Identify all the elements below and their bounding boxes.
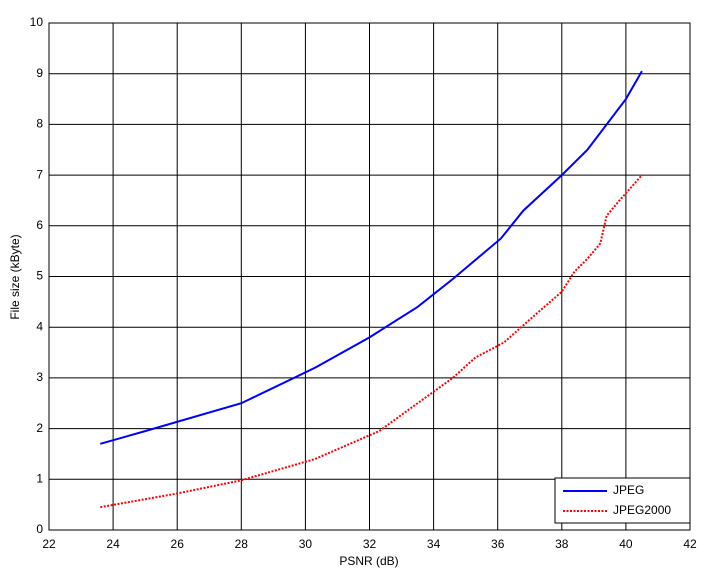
y-tick-label: 4: [36, 319, 43, 333]
x-tick-label: 40: [619, 537, 633, 551]
x-tick-label: 26: [171, 537, 185, 551]
y-tick-label: 3: [36, 370, 43, 384]
x-tick-label: 24: [106, 537, 120, 551]
x-tick-label: 28: [235, 537, 249, 551]
x-tick-label: 32: [363, 537, 377, 551]
x-tick-label: 22: [42, 537, 56, 551]
y-tick-label: 8: [36, 117, 43, 131]
y-tick-label: 6: [36, 218, 43, 232]
data-line: [100, 174, 643, 509]
y-tick-label: 1: [36, 471, 43, 485]
y-tick-label: 2: [36, 421, 43, 435]
x-tick-label: 42: [683, 537, 697, 551]
data-line: [100, 70, 643, 445]
legend-label: JPEG: [613, 483, 644, 497]
x-tick-label: 36: [491, 537, 505, 551]
y-tick-label: 0: [36, 522, 43, 536]
plot-frame: [48, 22, 691, 531]
x-axis-label: PSNR (dB): [339, 554, 398, 568]
y-tick-label: 10: [30, 15, 44, 29]
legend-label: JPEG2000: [613, 503, 671, 517]
y-tick-label: 5: [36, 269, 43, 283]
y-axis-label: File size (kByte): [8, 234, 22, 319]
y-tick-label: 9: [36, 66, 43, 80]
legend-box: [554, 477, 691, 524]
x-tick-label: 30: [299, 537, 313, 551]
x-tick-label: 38: [555, 537, 569, 551]
y-tick-label: 7: [36, 167, 43, 181]
x-tick-label: 34: [427, 537, 441, 551]
